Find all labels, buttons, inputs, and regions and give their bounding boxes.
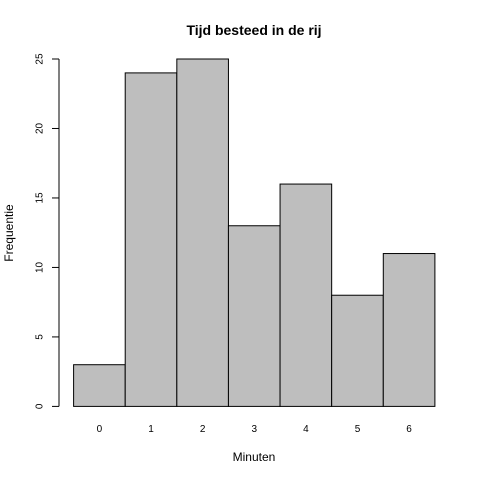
y-tick-label: 0: [35, 403, 46, 409]
y-tick-label: 5: [35, 334, 46, 340]
y-axis-label: Frequentie: [2, 204, 16, 262]
x-tick-label: 2: [200, 424, 206, 435]
x-tick-label: 4: [303, 424, 309, 435]
y-axis: 0 5 10 15 20 25: [35, 53, 60, 409]
x-tick-label: 3: [251, 424, 257, 435]
x-tick-label: 1: [148, 424, 154, 435]
histogram-bar-4: [279, 183, 333, 407]
histogram-bar-2: [176, 58, 229, 407]
histogram-bar-3: [227, 225, 281, 407]
x-tick-label: 0: [97, 424, 103, 435]
histogram-bar-6: [382, 253, 436, 407]
x-axis-tick-labels: 0 1 2 3 4 5 6: [97, 424, 413, 435]
histogram-bar-5: [331, 294, 384, 407]
y-tick-label: 10: [35, 261, 46, 273]
y-tick-label: 20: [35, 122, 46, 134]
y-tick-label: 15: [35, 192, 46, 204]
histogram-bar-1: [124, 72, 178, 407]
chart-title: Tijd besteed in de rij: [186, 22, 321, 38]
x-tick-label: 5: [355, 424, 361, 435]
x-axis-label: Minuten: [233, 450, 276, 464]
bars-group: [73, 58, 436, 407]
histogram-bar-0: [73, 364, 126, 407]
y-tick-label: 25: [35, 53, 46, 65]
x-tick-label: 6: [406, 424, 412, 435]
